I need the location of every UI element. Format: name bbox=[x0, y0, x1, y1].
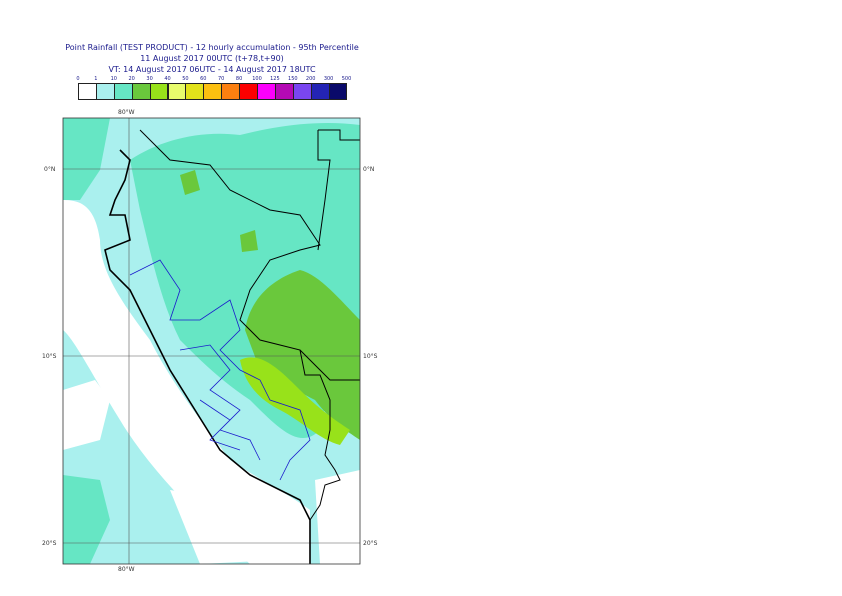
map-subtitle-validity: VT: 14 August 2017 06UTC - 14 August 201… bbox=[108, 65, 316, 74]
rain-20-30-area bbox=[245, 270, 360, 440]
graticule bbox=[63, 118, 360, 564]
rain-10-20-area bbox=[63, 475, 110, 564]
no-rain-area bbox=[315, 470, 360, 564]
lon-label-top: 80°W bbox=[118, 109, 135, 116]
legend-label: 10 bbox=[110, 76, 117, 82]
no-rain-area bbox=[63, 380, 110, 450]
rain-20-30-patch bbox=[180, 170, 200, 195]
lat-label-right-20: 20°S bbox=[363, 540, 378, 547]
lat-label-right-10: 10°S bbox=[363, 353, 378, 360]
legend-label: 70 bbox=[218, 76, 225, 82]
rain-30-40-area bbox=[240, 357, 350, 445]
legend-label: 500 bbox=[341, 76, 352, 82]
legend-label: 1 bbox=[94, 76, 98, 82]
country-border-bolivia bbox=[299, 349, 360, 381]
lat-label-left-10: 10°S bbox=[42, 353, 57, 360]
map-subtitle-run: 11 August 2017 00UTC (t+78,t+90) bbox=[140, 54, 284, 63]
legend-label: 40 bbox=[164, 76, 171, 82]
legend-label: 150 bbox=[288, 76, 298, 82]
lon-label-bottom: 80°W bbox=[118, 566, 135, 573]
legend-label: 100 bbox=[252, 76, 262, 82]
map-frame bbox=[62, 117, 361, 565]
legend-label: 30 bbox=[146, 76, 153, 82]
lat-label-left-0: 0°N bbox=[44, 166, 56, 173]
regional-boundaries bbox=[129, 259, 311, 481]
legend-label: 80 bbox=[235, 76, 243, 82]
legend-label: 60 bbox=[200, 76, 207, 82]
rain-20-30-patch bbox=[240, 230, 258, 252]
country-border-brazil bbox=[317, 129, 360, 251]
legend-label: 20 bbox=[128, 76, 135, 82]
lat-label-left-20: 20°S bbox=[42, 540, 57, 547]
country-border-peru bbox=[139, 129, 341, 521]
lat-label-right-0: 0°N bbox=[363, 166, 375, 173]
legend-swatch bbox=[328, 83, 348, 100]
coastline bbox=[104, 149, 311, 564]
legend-label: 0 bbox=[76, 76, 80, 82]
legend-label: 50 bbox=[182, 76, 189, 82]
rain-10-20-area bbox=[63, 118, 110, 200]
legend-label: 200 bbox=[305, 76, 316, 82]
legend-label: 125 bbox=[270, 76, 280, 82]
no-rain-area bbox=[170, 490, 280, 564]
map-title: Point Rainfall (TEST PRODUCT) - 12 hourl… bbox=[65, 43, 359, 52]
legend-label: 300 bbox=[323, 76, 334, 82]
